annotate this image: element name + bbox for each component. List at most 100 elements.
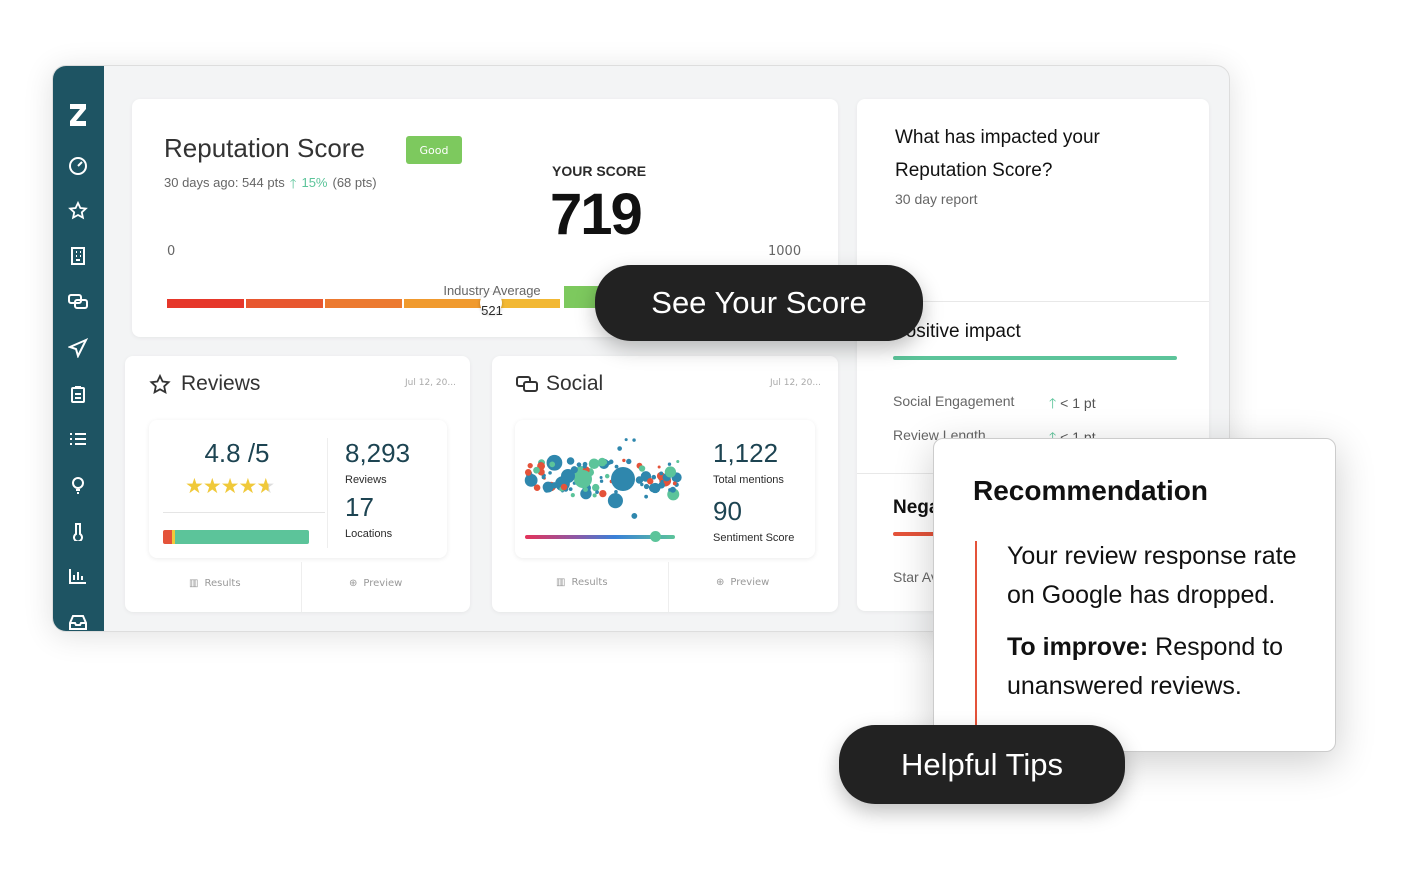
your-score-label: YOUR SCORE <box>552 163 647 179</box>
mention-bubble <box>599 479 604 483</box>
mention-bubble <box>540 464 544 468</box>
mention-bubble <box>648 483 658 493</box>
gauge-icon[interactable] <box>67 154 89 176</box>
mention-bubble <box>638 465 646 472</box>
bar-chart-icon: ▥ <box>556 577 566 588</box>
mention-bubble <box>599 489 607 498</box>
preview-button[interactable]: ⊕ Preview <box>349 578 403 589</box>
reviews-title: Reviews <box>181 372 261 395</box>
recommendation-card: Recommendation Your review response rate… <box>933 438 1336 752</box>
mention-bubble <box>658 481 665 489</box>
sentiment-marker <box>650 531 661 542</box>
location-count-label: Locations <box>345 528 393 540</box>
mention-bubble <box>541 475 546 480</box>
mention-bubble <box>667 462 672 466</box>
arrow-up-icon: 🡑 <box>1049 395 1057 411</box>
mention-bubble <box>574 470 592 488</box>
score-change: 15% <box>301 175 328 190</box>
scale-segment <box>167 299 244 308</box>
mention-bubble <box>582 464 587 469</box>
recommendation-title: Recommendation <box>973 475 1208 506</box>
results-button[interactable]: ▥ Results <box>189 578 241 589</box>
mention-bubble <box>631 513 638 519</box>
building-icon[interactable] <box>67 245 89 267</box>
thermometer-icon[interactable] <box>67 520 89 542</box>
mention-bubble <box>676 459 680 464</box>
industry-average-label: Industry Average <box>443 283 541 298</box>
rating: 4.8 /5 <box>204 438 270 468</box>
status-badge: Good <box>406 136 462 164</box>
scale-segment <box>404 299 481 308</box>
see-your-score-callout: See Your Score <box>595 265 923 341</box>
results-button[interactable]: ▥ Results <box>556 577 608 588</box>
accent-line <box>975 541 977 731</box>
review-count-label: Reviews <box>345 474 387 486</box>
reviews-date: Jul 12, 20... <box>405 378 456 388</box>
lightbulb-icon[interactable] <box>67 474 89 496</box>
star-outline-icon <box>149 373 171 400</box>
mention-count-label: Total mentions <box>713 474 784 486</box>
mention-bubble <box>599 475 603 480</box>
mention-bubble <box>568 487 573 491</box>
mention-bubble <box>597 457 607 467</box>
preview-button[interactable]: ⊕ Preview <box>716 577 770 588</box>
recommendation-improve: To improve: Respond to unanswered review… <box>1007 633 1284 700</box>
bar-chart-icon[interactable] <box>67 565 89 587</box>
industry-average-marker <box>480 292 502 314</box>
social-summary: 1,122 Total mentions 90 Sentiment Score <box>515 420 815 558</box>
mention-bubble <box>529 475 536 483</box>
mention-bubble <box>624 438 628 442</box>
chat-icon[interactable] <box>67 291 89 313</box>
mention-bubble <box>617 446 622 451</box>
mention-bubble <box>626 458 632 465</box>
mention-bubble <box>669 486 676 493</box>
mention-bubble <box>622 458 626 463</box>
mention-bubble <box>548 471 552 475</box>
mention-count: 1,122 <box>713 438 779 468</box>
arrow-up-icon: 🡑 <box>1049 429 1057 445</box>
positive-bar <box>893 356 1177 360</box>
industry-average-value: 521 <box>481 303 503 318</box>
divider <box>327 438 328 548</box>
mention-bubble <box>614 464 619 469</box>
social-title: Social <box>546 372 604 395</box>
mention-bubble <box>607 460 612 465</box>
mention-bubble <box>647 478 654 485</box>
scale-segment <box>325 299 402 308</box>
star-icon[interactable] <box>67 200 89 222</box>
inbox-icon[interactable] <box>67 611 89 631</box>
mention-bubble <box>632 438 636 442</box>
scale-segment <box>483 299 560 308</box>
score-history: 30 days ago: 544 pts 🡑 15% (68 pts) <box>164 175 377 197</box>
send-icon[interactable] <box>67 337 89 359</box>
social-card[interactable]: Social Jul 12, 20... 1,122 Total mention… <box>492 356 838 612</box>
mention-bubble <box>560 483 568 491</box>
list-icon[interactable] <box>67 428 89 450</box>
impact-subtitle: 30 day report <box>895 191 978 207</box>
app-window: Reputation Score Good 30 days ago: 544 p… <box>52 65 1230 632</box>
logo-icon[interactable] <box>67 104 89 126</box>
mention-bubble <box>592 493 597 498</box>
mention-bubble <box>592 483 600 492</box>
mention-bubble <box>664 466 677 478</box>
mention-bubble <box>561 469 575 483</box>
reviews-card[interactable]: Reviews Jul 12, 20... 4.8 /5 ★★★★★ 8,293… <box>125 356 470 612</box>
star-rating: ★★★★★ <box>185 474 275 498</box>
mention-bubble <box>527 463 533 469</box>
mention-bubble <box>672 481 677 486</box>
mention-bubble-chart <box>524 438 682 519</box>
impact-item-label: Social Engagement <box>893 393 1015 409</box>
social-date: Jul 12, 20... <box>770 378 821 388</box>
score-change-pts: (68 pts) <box>332 175 377 190</box>
zoom-icon: ⊕ <box>349 578 358 589</box>
divider <box>668 562 669 612</box>
scale-max: 1000 <box>768 244 802 259</box>
mention-bubble <box>659 471 664 476</box>
location-count: 17 <box>345 492 374 522</box>
score-value: 719 <box>550 182 643 247</box>
bar-chart-icon: ▥ <box>189 578 199 589</box>
clipboard-icon[interactable] <box>67 383 89 405</box>
sentiment-score: 90 <box>713 496 742 526</box>
chat-icon <box>515 374 541 400</box>
mention-bubble <box>533 484 541 491</box>
